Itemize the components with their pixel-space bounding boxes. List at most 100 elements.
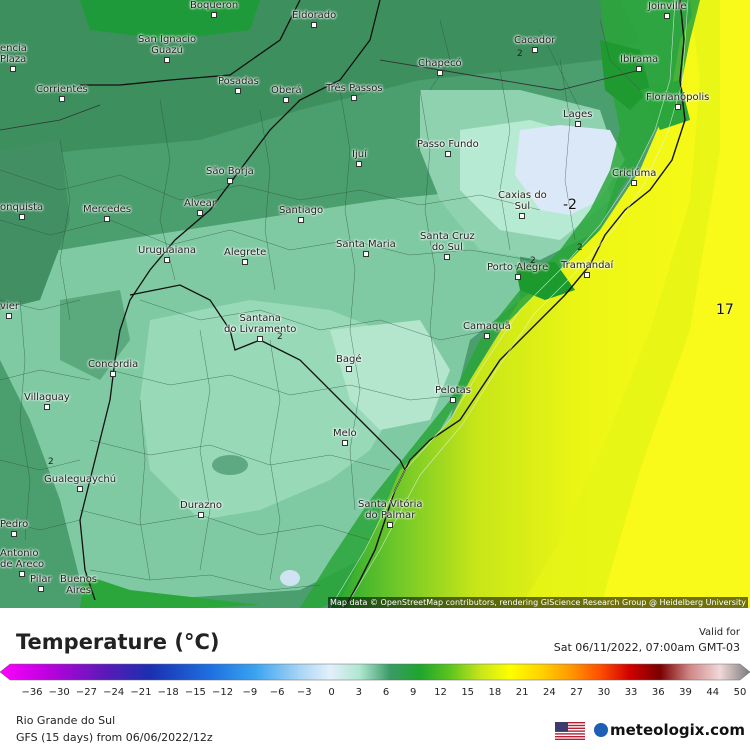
city-label: Ijuí	[352, 149, 367, 160]
temperature-value: 2	[530, 256, 536, 266]
city-marker	[636, 66, 643, 72]
city-marker	[664, 13, 671, 19]
city-marker	[242, 259, 249, 265]
valid-time: Sat 06/11/2022, 07:00am GMT-03	[553, 641, 740, 654]
city-label: Camaquã	[463, 321, 511, 332]
city-label: Cacador	[514, 35, 556, 46]
city-marker	[444, 254, 451, 260]
city-label: Criciúma	[612, 168, 657, 179]
city-label: Santa Maria	[336, 239, 396, 250]
city-marker	[631, 180, 638, 186]
city-label: Santa Vitória do Palmar	[358, 499, 423, 521]
city-label: Santiago	[279, 205, 324, 216]
city-label: Uruguaiana	[138, 245, 196, 256]
scale-tick-label: −24	[103, 687, 125, 698]
city-label: Corrientes	[36, 84, 88, 95]
scale-tick-label: 33	[624, 687, 638, 698]
model-run: GFS (15 days) from 06/06/2022/12z	[16, 731, 213, 744]
scale-tick-label: 21	[515, 687, 529, 698]
city-label: Florianópolis	[646, 92, 710, 103]
city-label: São Borja	[206, 166, 254, 177]
scale-tick-label: −36	[21, 687, 43, 698]
brand-logo[interactable]: meteologix.com	[594, 721, 745, 739]
city-label: Joinville	[648, 1, 687, 12]
city-marker	[362, 251, 369, 257]
city-label: Alvear	[184, 198, 216, 209]
city-marker	[531, 47, 538, 53]
temperature-value: 2	[277, 332, 283, 342]
city-marker	[196, 210, 203, 216]
city-marker	[197, 512, 204, 518]
city-marker	[449, 397, 456, 403]
meteologix-icon	[594, 723, 608, 737]
city-label: Melo	[333, 428, 357, 439]
city-label: Passo Fundo	[417, 139, 479, 150]
color-scale-bar	[0, 663, 750, 681]
city-label: Tramandaí	[561, 260, 614, 271]
scale-tick-label: −21	[130, 687, 152, 698]
city-label: Caxias do Sul	[498, 190, 547, 212]
city-label: Santa Cruz do Sul	[420, 231, 475, 253]
city-marker	[483, 333, 490, 339]
valid-label: Valid for	[698, 627, 740, 638]
city-marker	[211, 12, 218, 18]
city-marker	[283, 97, 290, 103]
city-label: Boqueron	[190, 0, 239, 11]
city-label: Concordia	[88, 359, 139, 370]
city-label: Pilar	[30, 574, 52, 585]
temperature-value: 2	[517, 49, 523, 59]
city-marker	[77, 486, 84, 492]
city-marker	[43, 404, 50, 410]
city-marker	[351, 95, 358, 101]
scale-tick-label: 50	[733, 687, 747, 698]
city-marker	[444, 151, 451, 157]
city-label: Gualeguaychú	[44, 474, 117, 485]
city-marker	[226, 178, 233, 184]
scale-tick-label: −15	[184, 687, 206, 698]
city-marker	[18, 214, 25, 220]
city-marker	[387, 522, 394, 528]
city-marker	[584, 272, 591, 278]
city-marker	[674, 104, 681, 110]
city-marker	[58, 96, 65, 102]
city-label: Pedro	[0, 519, 29, 530]
city-marker	[298, 217, 305, 223]
legend-title: Temperature (°C)	[16, 630, 220, 654]
scale-tick-label: 12	[434, 687, 447, 698]
city-label: Durazno	[180, 500, 222, 511]
weather-map[interactable]: Boqueron Eldorado Joinville encia Plaza …	[0, 0, 750, 608]
city-marker	[37, 586, 44, 592]
city-label: Oberá	[271, 85, 302, 96]
scale-tick-label: 6	[382, 687, 390, 698]
scale-tick-label: 0	[328, 687, 335, 698]
scale-tick-label: 44	[706, 687, 720, 698]
city-label: Villaguay	[24, 392, 70, 403]
city-marker	[574, 121, 581, 127]
map-attribution: Map data © OpenStreetMap contributors, r…	[328, 597, 748, 608]
scale-tick-label: 36	[651, 687, 665, 698]
city-marker	[345, 366, 352, 372]
scale-ticks: −36 −30 −27 −24 −21 −18 −15 −12 −9 −6 −3 0 3 6 9 12 15 18…	[0, 687, 750, 701]
city-marker	[311, 22, 318, 28]
city-label: Porto Alegre	[487, 262, 549, 273]
scale-tick-label: 9	[410, 687, 417, 698]
city-marker	[6, 313, 13, 319]
city-marker	[257, 336, 264, 342]
city-label: Antonio de Areco	[0, 548, 45, 570]
scale-tick-label: −12	[212, 687, 234, 698]
region-name: Rio Grande do Sul	[16, 714, 116, 727]
city-marker	[436, 70, 443, 76]
city-marker	[235, 88, 242, 94]
city-label: Buenos Aires	[60, 574, 98, 596]
city-label: Chapecó	[418, 58, 462, 69]
temperature-value: 2	[577, 243, 583, 253]
scale-tick-label: 39	[679, 687, 692, 698]
city-marker	[11, 531, 18, 537]
city-label: vier	[0, 301, 19, 312]
scale-tick-label: −30	[48, 687, 70, 698]
temperature-value: 2	[48, 457, 54, 467]
scale-tick-label: −9	[242, 687, 258, 698]
scale-tick-label: −6	[269, 687, 285, 698]
city-marker	[163, 257, 170, 263]
us-flag-icon[interactable]	[555, 722, 585, 740]
